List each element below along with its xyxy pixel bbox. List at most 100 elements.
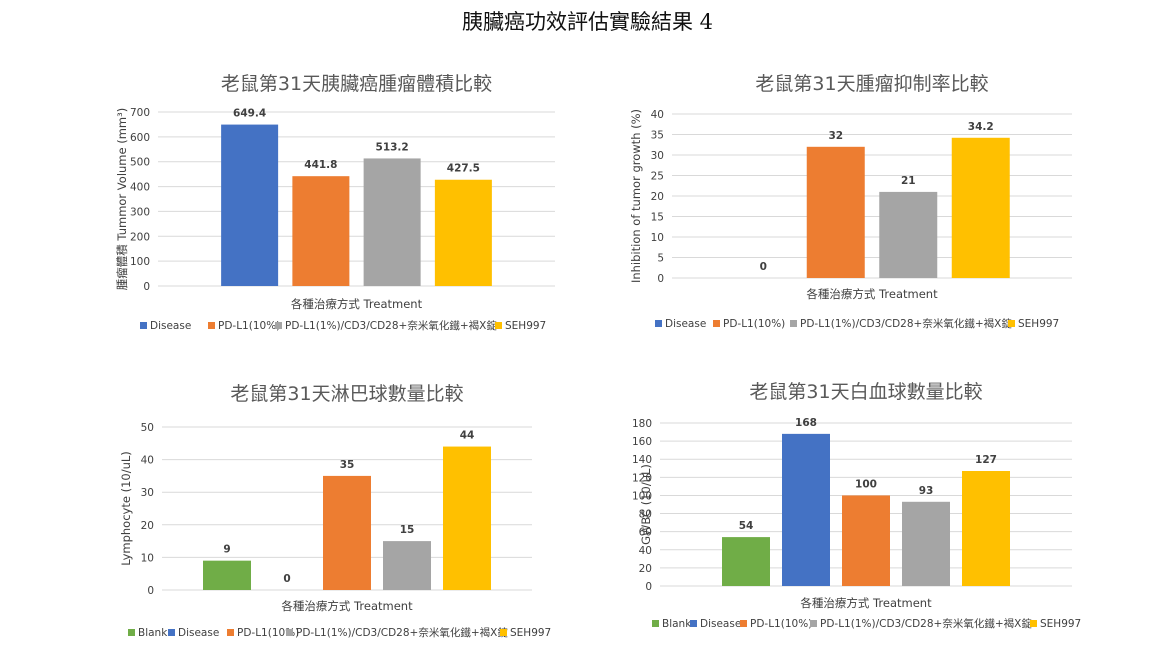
y-tick-label: 60 — [639, 527, 652, 539]
legend-label: Disease — [150, 320, 191, 332]
legend-swatch — [690, 620, 697, 627]
legend-label: PD-L1(10%) — [723, 318, 785, 330]
legend-swatch — [168, 629, 175, 636]
chart-svg: 老鼠第31天白血球數量比較 0 20 40 60 80 100 120 140 160 180 GWB… — [632, 381, 1081, 630]
legend-label: SEH997 — [1018, 318, 1059, 330]
y-axis-title: GWBC (10/uL) — [639, 464, 653, 545]
chart-svg: 老鼠第31天胰臟癌腫瘤體積比較 0 100 200 300 400 500 600 700腫瘤體… — [115, 73, 555, 332]
lymphocyte-chart: 老鼠第31天淋巴球數量比較 0 10 20 30 40 50 Lymphocyte (10/u… — [100, 380, 580, 650]
y-tick-label: 600 — [130, 132, 150, 144]
y-axis-title: Lymphocyte (10/uL) — [119, 451, 133, 566]
bar-disease — [221, 124, 279, 286]
y-tick-label: 0 — [147, 585, 154, 597]
legend-label: PD-L1(1%)/CD3/CD28+奈米氧化鐵+褐X錠 — [800, 317, 1012, 330]
x-axis-title: 各種治療方式 Treatment — [806, 287, 938, 301]
y-tick-label: 120 — [632, 472, 652, 484]
x-axis-title: 各種治療方式 Treatment — [800, 596, 932, 610]
y-tick-label: 25 — [651, 171, 664, 183]
y-axis-title: 腫瘤體積 Tummor Volume (mm³) — [115, 108, 129, 290]
bar-blank — [203, 560, 251, 590]
y-tick-label: 20 — [651, 191, 664, 203]
y-axis-title: Inhibition of tumor growth (%) — [629, 109, 643, 283]
legend-swatch — [227, 629, 234, 636]
bar-seh997 — [434, 179, 492, 286]
legend-swatch — [500, 629, 507, 636]
y-tick-label: 50 — [141, 422, 154, 434]
legend-label: Blank — [138, 627, 168, 639]
data-label: 427.5 — [447, 163, 480, 175]
chart-title: 老鼠第31天淋巴球數量比較 — [230, 383, 463, 405]
data-label: 35 — [340, 459, 355, 471]
y-tick-label: 80 — [639, 509, 652, 521]
page-title: 胰臟癌功效評估實驗結果 4 — [461, 10, 714, 34]
y-tick-label: 30 — [651, 150, 664, 162]
legend-label: PD-L1(10%) — [218, 320, 280, 332]
legend-label: PD-L1(1%)/CD3/CD28+奈米氧化鐵+褐X錠 — [285, 319, 497, 332]
legend-label: Blank — [662, 618, 692, 630]
data-label: 168 — [795, 417, 817, 429]
y-tick-label: 20 — [639, 563, 652, 575]
y-tick-label: 15 — [651, 212, 664, 224]
data-label: 127 — [975, 454, 997, 466]
wbc-chart: 老鼠第31天白血球數量比較 0 20 40 60 80 100 120 140 160 180 GWB… — [620, 380, 1100, 650]
data-label: 100 — [855, 478, 877, 490]
data-label: 34.2 — [968, 121, 994, 133]
legend-swatch — [810, 620, 817, 627]
bar-pd-l1-1-cd3-cd28-x- — [879, 191, 938, 278]
bar-pd-l1-1-cd3-cd28-x- — [902, 501, 950, 586]
chart-svg: 老鼠第31天淋巴球數量比較 0 10 20 30 40 50 Lymphocyte (10/u… — [119, 383, 551, 639]
y-tick-label: 700 — [130, 107, 150, 119]
y-tick-label: 0 — [657, 273, 664, 285]
bar-pd-l1-1-cd3-cd28-x- — [363, 158, 421, 286]
data-label: 32 — [828, 130, 843, 142]
legend-label: PD-L1(10%) — [750, 618, 812, 630]
y-tick-label: 160 — [632, 436, 652, 448]
y-tick-label: 20 — [141, 520, 154, 532]
bar-seh997 — [443, 446, 491, 590]
data-label: 21 — [901, 175, 916, 187]
y-tick-label: 35 — [651, 130, 664, 142]
data-label: 44 — [460, 430, 475, 442]
legend-swatch — [740, 620, 747, 627]
y-tick-label: 10 — [141, 552, 154, 564]
data-label: 54 — [739, 520, 754, 532]
legend-label: SEH997 — [505, 320, 546, 332]
y-tick-label: 40 — [141, 455, 154, 467]
y-tick-label: 5 — [657, 253, 664, 265]
y-tick-label: 30 — [141, 487, 154, 499]
y-tick-label: 400 — [130, 182, 150, 194]
legend-swatch — [208, 322, 215, 329]
legend-label: Disease — [665, 318, 706, 330]
bar-pd-l1-1-cd3-cd28-x- — [383, 541, 431, 590]
data-label: 513.2 — [376, 141, 409, 153]
legend-swatch — [128, 629, 135, 636]
chart-title: 老鼠第31天胰臟癌腫瘤體積比較 — [221, 73, 492, 95]
bar-blank — [722, 537, 770, 586]
chart-title: 老鼠第31天腫瘤抑制率比較 — [755, 73, 988, 95]
y-tick-label: 200 — [130, 231, 150, 243]
legend-swatch — [275, 322, 282, 329]
legend-label: Disease — [178, 627, 219, 639]
legend-swatch — [655, 320, 662, 327]
y-tick-label: 40 — [651, 109, 664, 121]
y-tick-label: 40 — [639, 545, 652, 557]
data-label: 9 — [223, 544, 230, 556]
data-label: 0 — [760, 261, 767, 273]
tumor-inhibition-chart: 老鼠第31天腫瘤抑制率比較 0 5 10 15 20 25 30 35 40 Inhibition … — [620, 70, 1100, 345]
bar-pd-l1-10- — [292, 176, 350, 286]
data-label: 649.4 — [233, 108, 266, 120]
x-axis-title: 各種治療方式 Treatment — [291, 297, 423, 311]
y-tick-label: 300 — [130, 206, 150, 218]
y-tick-label: 10 — [651, 232, 664, 244]
legend-label: SEH997 — [1040, 618, 1081, 630]
legend-label: SEH997 — [510, 627, 551, 639]
legend-label: Disease — [700, 618, 741, 630]
legend-swatch — [713, 320, 720, 327]
y-tick-label: 180 — [632, 418, 652, 430]
data-label: 0 — [283, 573, 290, 585]
y-tick-label: 100 — [130, 256, 150, 268]
data-label: 93 — [919, 485, 934, 497]
data-label: 441.8 — [304, 159, 337, 171]
bar-pd-l1-10- — [806, 146, 865, 278]
legend-swatch — [495, 322, 502, 329]
